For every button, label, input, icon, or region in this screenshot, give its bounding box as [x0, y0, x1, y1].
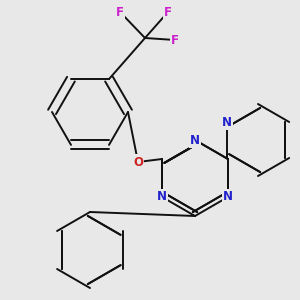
Text: F: F [164, 5, 172, 19]
Text: F: F [171, 34, 179, 46]
Text: N: N [222, 116, 232, 128]
Text: F: F [116, 5, 124, 19]
Text: N: N [157, 190, 167, 203]
Text: N: N [190, 134, 200, 146]
Text: O: O [133, 155, 143, 169]
Text: N: N [223, 190, 233, 203]
